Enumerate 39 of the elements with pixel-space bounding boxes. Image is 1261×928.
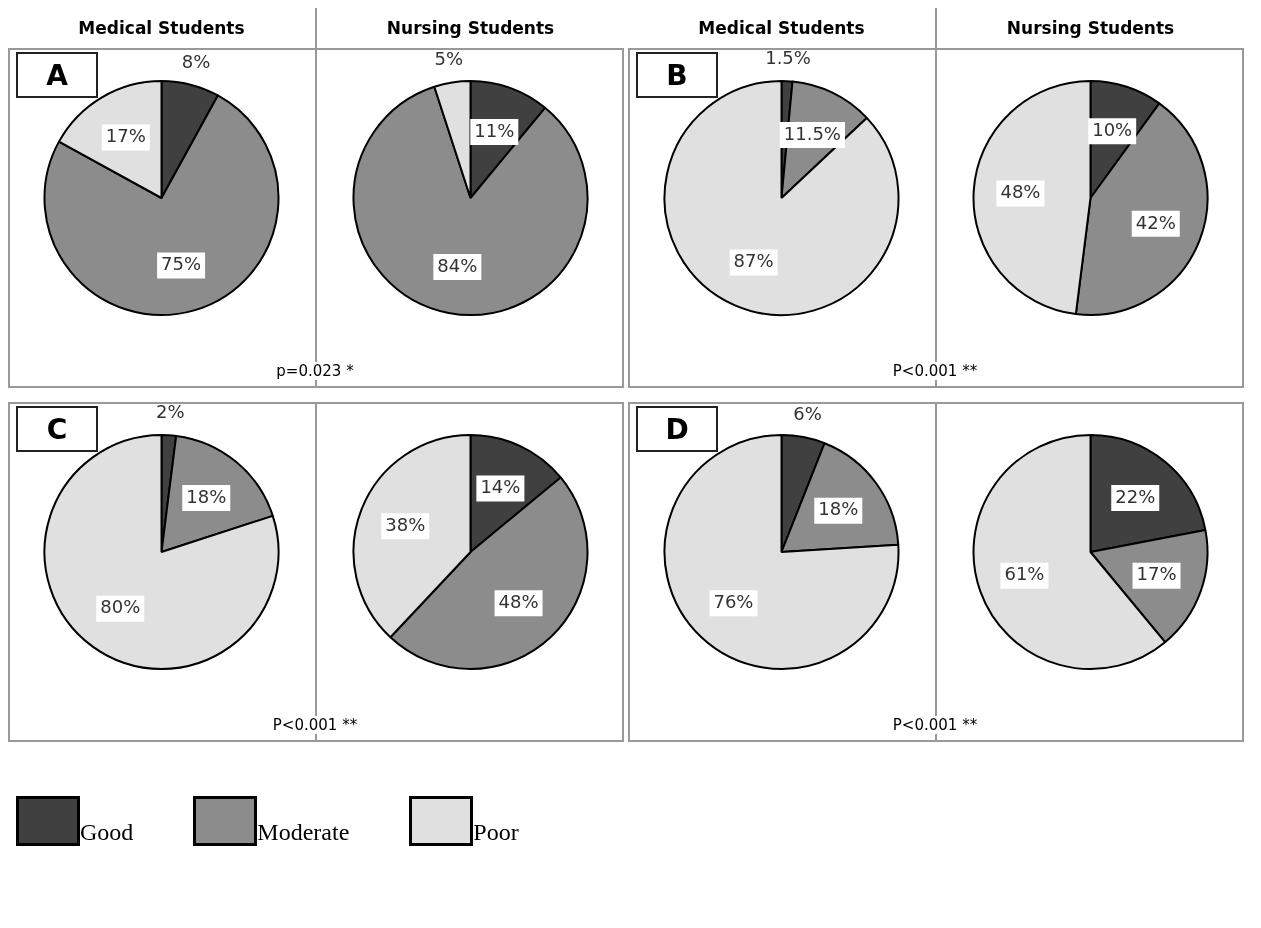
text: D [636,406,718,452]
data-label: 48% [498,590,539,612]
chart-title: Nursing Students [386,18,555,38]
text: A [16,52,98,98]
text: P<0.001 ** [245,716,385,734]
data-label: 87% [733,250,774,272]
data-label: 2% [155,400,185,422]
text: P<0.001 ** [865,716,1005,734]
legend-label: Good [80,819,134,846]
data-label: 17% [1136,563,1177,585]
data-label: 22% [1115,485,1156,507]
data-label: 76% [713,590,754,612]
data-label: 80% [100,596,141,618]
text: C [16,406,98,452]
data-label: 75% [161,253,202,275]
data-label: 11.5% [783,122,841,144]
chart-title: Nursing Students [1006,18,1175,38]
data-label: 1.5% [765,46,811,68]
data-label: 18% [818,498,859,520]
data-label: 38% [385,513,426,535]
data-label: 18% [186,485,227,507]
chart-title: Medical Students [78,18,245,38]
data-label: 48% [1000,181,1041,203]
text: B [636,52,718,98]
data-label: 42% [1135,211,1176,233]
data-label: 11% [474,119,515,141]
data-label: 8% [181,51,211,73]
text: P<0.001 ** [865,362,1005,380]
data-label: 84% [437,254,478,276]
data-label: 5% [434,48,464,70]
data-label: 17% [105,125,146,147]
data-label: 10% [1092,118,1133,140]
data-label: 61% [1004,563,1045,585]
data-label: 14% [480,476,521,498]
legend-label: Moderate [257,819,350,846]
text: p=0.023 * [245,362,385,380]
legend-label: Poor [473,819,519,846]
data-label: 6% [793,403,822,425]
chart-title: Medical Students [698,18,865,38]
